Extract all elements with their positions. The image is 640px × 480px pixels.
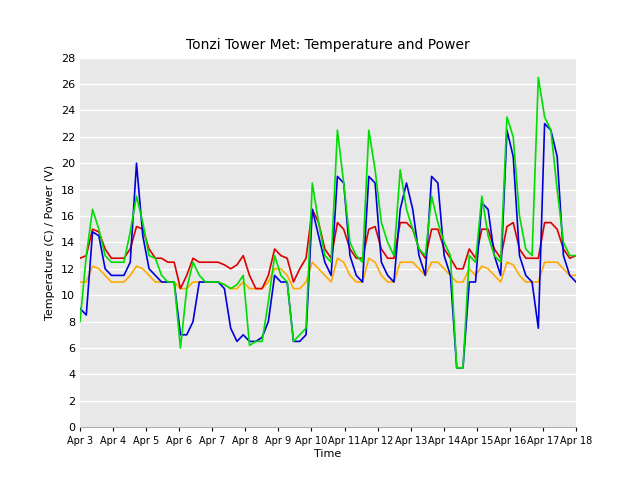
Air T bbox=[572, 279, 580, 285]
Air T bbox=[415, 252, 423, 258]
Panel T bbox=[76, 319, 84, 324]
Air T bbox=[396, 206, 404, 212]
Panel T bbox=[378, 220, 385, 226]
Panel T bbox=[415, 246, 423, 252]
Air T bbox=[371, 180, 379, 186]
Panel T bbox=[534, 74, 542, 80]
X-axis label: Time: Time bbox=[314, 449, 342, 459]
Air T bbox=[296, 338, 303, 344]
Solar V bbox=[384, 279, 392, 285]
Air T bbox=[76, 306, 84, 312]
Battery V bbox=[390, 255, 398, 261]
Y-axis label: Temperature (C) / Power (V): Temperature (C) / Power (V) bbox=[45, 165, 55, 320]
Air T bbox=[453, 365, 461, 371]
Line: Battery V: Battery V bbox=[80, 209, 576, 288]
Line: Solar V: Solar V bbox=[80, 258, 576, 288]
Panel T bbox=[453, 365, 461, 371]
Battery V bbox=[76, 255, 84, 261]
Solar V bbox=[76, 279, 84, 285]
Solar V bbox=[302, 279, 310, 285]
Solar V bbox=[428, 259, 435, 265]
Battery V bbox=[302, 255, 310, 261]
Solar V bbox=[390, 279, 398, 285]
Panel T bbox=[396, 167, 404, 173]
Battery V bbox=[308, 206, 316, 212]
Line: Panel T: Panel T bbox=[80, 77, 576, 368]
Panel T bbox=[522, 246, 530, 252]
Title: Tonzi Tower Met: Temperature and Power: Tonzi Tower Met: Temperature and Power bbox=[186, 38, 470, 52]
Panel T bbox=[371, 167, 379, 173]
Solar V bbox=[177, 286, 184, 291]
Air T bbox=[541, 121, 548, 127]
Line: Air T: Air T bbox=[80, 124, 576, 368]
Solar V bbox=[409, 259, 417, 265]
Air T bbox=[378, 259, 385, 265]
Panel T bbox=[296, 332, 303, 338]
Battery V bbox=[409, 227, 417, 232]
Battery V bbox=[528, 255, 536, 261]
Solar V bbox=[572, 273, 580, 278]
Battery V bbox=[177, 286, 184, 291]
Battery V bbox=[428, 227, 435, 232]
Battery V bbox=[384, 255, 392, 261]
Air T bbox=[522, 273, 530, 278]
Solar V bbox=[528, 279, 536, 285]
Solar V bbox=[333, 255, 341, 261]
Panel T bbox=[572, 252, 580, 258]
Battery V bbox=[572, 252, 580, 258]
